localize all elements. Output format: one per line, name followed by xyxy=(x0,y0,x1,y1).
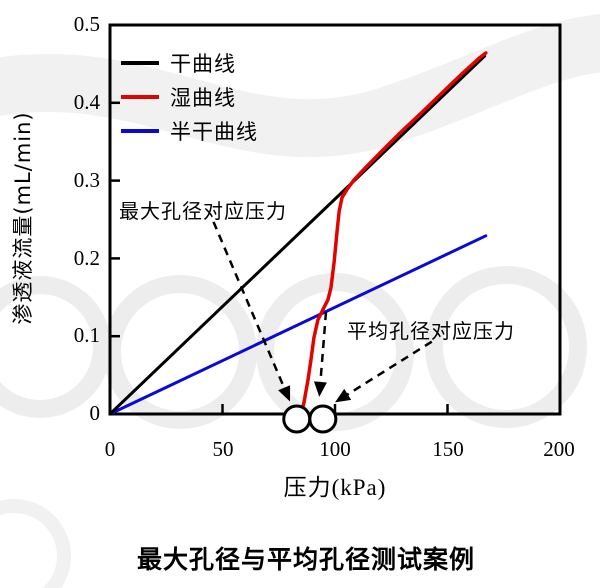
watermark-swoosh xyxy=(0,14,600,158)
legend: 干曲线 湿曲线 半干曲线 xyxy=(121,46,258,148)
dashed-arrow-line xyxy=(318,311,328,388)
x-axis-label-cn: 压力 xyxy=(283,475,332,501)
x-tick-label: 100 xyxy=(319,437,351,461)
axis-marker-circle xyxy=(282,404,312,434)
legend-line-dry-icon xyxy=(121,61,159,65)
y-axis-label: 渗透液流量(mL/min) xyxy=(11,111,35,325)
x-axis-label-unit: (kPa) xyxy=(331,475,387,500)
x-tick-label: 50 xyxy=(212,437,234,461)
watermark-ring xyxy=(0,276,111,418)
dashed-arrow-line xyxy=(342,340,433,399)
x-tick-label: 200 xyxy=(543,437,575,461)
legend-label: 半干曲线 xyxy=(170,120,258,144)
y-tick-label: 0.3 xyxy=(73,168,100,192)
watermark-ring xyxy=(103,275,257,429)
y-tick-label: 0.2 xyxy=(73,246,100,270)
y-tick-label: 0.5 xyxy=(73,12,100,36)
legend-line-wet-icon xyxy=(121,95,159,99)
series-half-dry-curve xyxy=(108,234,488,416)
arrowhead-icon xyxy=(313,381,327,397)
y-tick-label: 0 xyxy=(89,401,101,425)
axis-marker-circle xyxy=(308,404,338,434)
legend-item-half-dry-curve: 半干曲线 xyxy=(121,114,258,148)
annotation-max-pore-pressure: 最大孔径对应压力 xyxy=(119,199,287,223)
x-tick-label: 0 xyxy=(104,437,116,461)
series-wet-curve xyxy=(300,51,488,413)
arrowhead-icon xyxy=(335,388,352,403)
legend-label: 干曲线 xyxy=(170,52,236,76)
annotation-mean-pore-pressure: 平均孔径对应压力 xyxy=(347,319,515,343)
legend-label: 湿曲线 xyxy=(170,86,236,110)
y-tick-label: 0.1 xyxy=(73,323,100,347)
legend-item-wet-curve: 湿曲线 xyxy=(121,80,258,114)
x-tick-label: 150 xyxy=(432,437,464,461)
legend-line-half-dry-icon xyxy=(121,129,159,133)
legend-item-dry-curve: 干曲线 xyxy=(121,46,258,80)
watermark-ring xyxy=(0,499,71,588)
arrowhead-icon xyxy=(278,385,291,402)
watermark-ring xyxy=(425,266,587,428)
series-dry-curve xyxy=(108,54,487,416)
figure-title: 最大孔径与平均孔径测试案例 xyxy=(136,545,475,574)
y-tick-label: 0.4 xyxy=(73,90,100,114)
dashed-arrow-line xyxy=(212,221,288,393)
x-axis-label: 压力(kPa) xyxy=(110,468,560,502)
